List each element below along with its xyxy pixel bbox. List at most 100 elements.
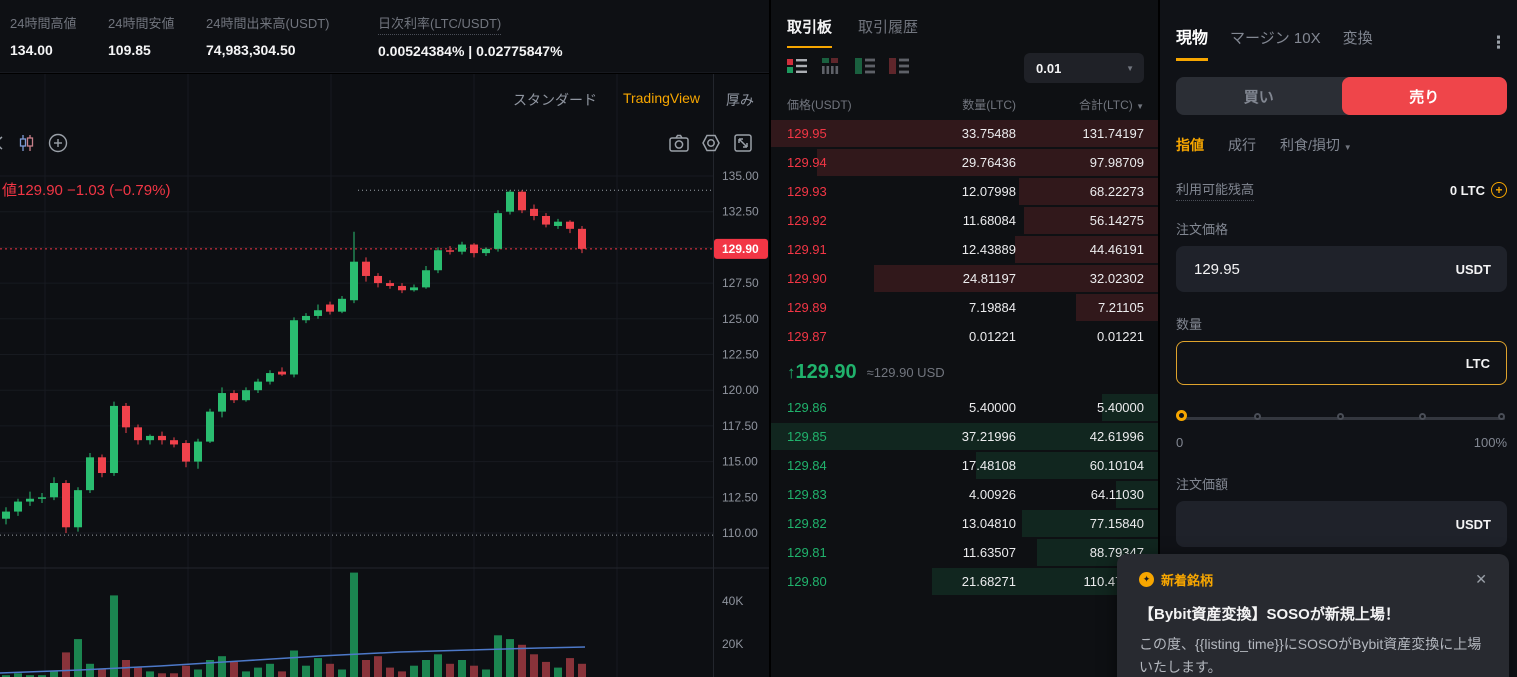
orderbook-bid-row[interactable]: 129.83 4.00926 64.11030 [771,480,1158,509]
svg-text:129.90: 129.90 [722,242,759,256]
orderbook-ask-row[interactable]: 129.94 29.76436 97.98709 [771,148,1158,177]
chevron-down-icon: ▼ [1136,102,1144,111]
svg-text:125.00: 125.00 [722,312,759,326]
ob-view-asks-icon[interactable] [889,58,909,74]
orderbook-ask-row[interactable]: 129.93 12.07998 68.22273 [771,177,1158,206]
col-total[interactable]: 合計(LTC) ▼ [1078,98,1144,112]
order-value-label: 注文価額 [1176,477,1229,492]
deposit-icon[interactable]: + [1491,182,1507,198]
quantity-fieldbox: LTC [1176,341,1507,385]
quantity-input[interactable] [1193,353,1466,373]
slider-step-25[interactable] [1253,413,1261,420]
precision-select[interactable]: 0.01 ▼ [1024,53,1144,83]
slider-step-100[interactable] [1498,413,1505,420]
orderbook-ask-row[interactable]: 129.89 7.19884 7.21105 [771,293,1158,322]
orderbook-ask-row[interactable]: 129.91 12.43889 44.46191 [771,235,1158,264]
buy-sell-toggle: 買い 売り [1176,77,1507,115]
ob-view-both-icon[interactable] [787,58,807,74]
notification-badge: ✦ 新着銘柄 [1139,570,1213,589]
orderbook-ask-row[interactable]: 129.90 24.81197 32.02302 [771,264,1158,293]
svg-text:20K: 20K [722,637,743,651]
tab-tpsl-order[interactable]: 利食/損切 ▼ [1280,137,1352,153]
ob-view-bids-icon[interactable] [855,58,875,74]
orderbook-bid-row[interactable]: 129.82 13.04810 77.15840 [771,509,1158,538]
tab-margin[interactable]: マージン 10X [1230,30,1321,47]
orderbook-bid-row[interactable]: 129.80 21.68271 110.47618 [771,567,1158,596]
tab-convert[interactable]: 変換 [1342,30,1373,47]
svg-text:115.00: 115.00 [722,455,758,469]
clipped-toolbar-icon[interactable] [0,132,5,154]
chart-style-tabs: スタンダード TradingView 厚み [513,90,754,110]
chart-toolbar-right [668,132,754,154]
arrow-up-icon: ↑ [787,362,796,382]
fullscreen-icon[interactable] [732,132,754,154]
price-chart[interactable]: 135.00132.50130.00127.50125.00122.50120.… [0,74,770,677]
orderbook-bid-row[interactable]: 129.81 11.63507 88.79347 [771,538,1158,567]
available-balance-row: 利用可能残高 0 LTC + [1176,179,1507,201]
stat-24h-high-value: 134.00 [10,42,53,58]
order-price-unit: USDT [1455,261,1491,277]
ob-view-depth-icon[interactable] [821,58,841,74]
orderbook-header: 価格(USDT) 数量(LTC) 合計(LTC) ▼ [771,90,1158,119]
orderbook-ask-row[interactable]: 129.87 0.01221 0.01221 [787,329,1144,344]
tab-order-book[interactable]: 取引板 [787,16,833,48]
orderbook-view-modes [787,58,909,74]
stat-24h-low-value: 109.85 [108,42,151,58]
col-price: 価格(USDT) [787,98,852,112]
orderbook-bid-row[interactable]: 129.84 17.48108 60.10104 [771,451,1158,480]
trade-panel-tabs: 現物 マージン 10X 変換 ⋮ [1176,0,1507,61]
notification-popup: ✦ 新着銘柄 ✕ 【Bybit資産変換】SOSOが新規上場！ この度、{{lis… [1117,554,1509,677]
tab-standard-chart[interactable]: スタンダード [512,92,597,108]
chart-area: スタンダード TradingView 厚み [0,74,770,677]
sell-button[interactable]: 売り [1341,77,1507,115]
add-indicator-icon[interactable] [47,132,69,154]
asks-list: 129.95 33.75488 131.74197 129.94 29.76436 97.… [771,119,1158,351]
tab-tradingview-chart[interactable]: TradingView [622,90,700,106]
last-price-row[interactable]: ↑129.90 ≈129.90 USD [771,351,1158,393]
orderbook-bid-row[interactable]: 129.86 5.40000 5.40000 [771,393,1158,422]
bids-list: 129.86 5.40000 5.40000 129.85 37.21996 42.619… [771,393,1158,596]
stat-24h-low: 24時間安値 109.85 [108,13,174,58]
chevron-down-icon: ▼ [1343,143,1352,152]
order-price-label: 注文価格 [1176,222,1229,237]
tab-depth-chart[interactable]: 厚み [726,92,754,108]
svg-text:132.50: 132.50 [722,205,759,219]
orderbook-bid-row[interactable]: 129.85 37.21996 42.61996 [771,422,1158,451]
available-balance-label: 利用可能残高 [1176,179,1255,201]
svg-text:135.00: 135.00 [722,169,759,183]
quantity-slider[interactable] [1176,409,1507,427]
svg-text:127.50: 127.50 [722,276,759,290]
tab-trade-history[interactable]: 取引履歴 [858,19,919,36]
camera-icon[interactable] [668,132,690,154]
svg-text:120.00: 120.00 [722,383,759,397]
notification-title[interactable]: 【Bybit資産変換】SOSOが新規上場！ [1139,606,1400,623]
orderbook-ask-row[interactable]: 129.95 33.75488 131.74197 [771,119,1158,148]
slider-step-50[interactable] [1336,413,1344,420]
last-price: ↑129.90 [787,360,857,383]
buy-button[interactable]: 買い [1243,88,1274,106]
available-balance-value: 0 LTC [1449,182,1485,198]
slider-labels: 0 100% [1176,435,1507,450]
tab-spot[interactable]: 現物 [1176,24,1209,61]
more-options-icon[interactable]: ⋮ [1490,32,1507,52]
stat-24h-high: 24時間高値 134.00 [10,13,76,58]
slider-knob[interactable] [1176,410,1187,421]
col-size: 数量(LTC) [962,98,1016,112]
tab-limit-order[interactable]: 指値 [1176,137,1204,153]
svg-text:40K: 40K [722,594,743,608]
quantity-label: 数量 [1176,317,1203,332]
orderbook-tabs: 取引板 取引履歴 [771,0,1158,48]
candlestick-interval-icon[interactable] [15,132,37,154]
order-price-input[interactable] [1192,259,1456,279]
stat-daily-rate: 日次利率(LTC/USDT) 0.00524384% | 0.02775847% [378,13,563,59]
slider-step-75[interactable] [1419,413,1427,420]
orderbook-ask-row[interactable]: 129.92 11.68084 56.14275 [771,206,1158,235]
close-icon[interactable]: ✕ [1475,571,1487,587]
order-value-input[interactable] [1192,514,1456,534]
svg-text:110.00: 110.00 [722,526,758,540]
chart-settings-icon[interactable] [700,132,722,154]
slider-min-label: 0 [1176,435,1184,450]
tab-market-order[interactable]: 成行 [1228,137,1256,153]
notification-body: この度、{{listing_time}}にSOSOがBybit資産変換に上場いた… [1139,636,1482,675]
chart-toolbar-left [0,132,69,154]
